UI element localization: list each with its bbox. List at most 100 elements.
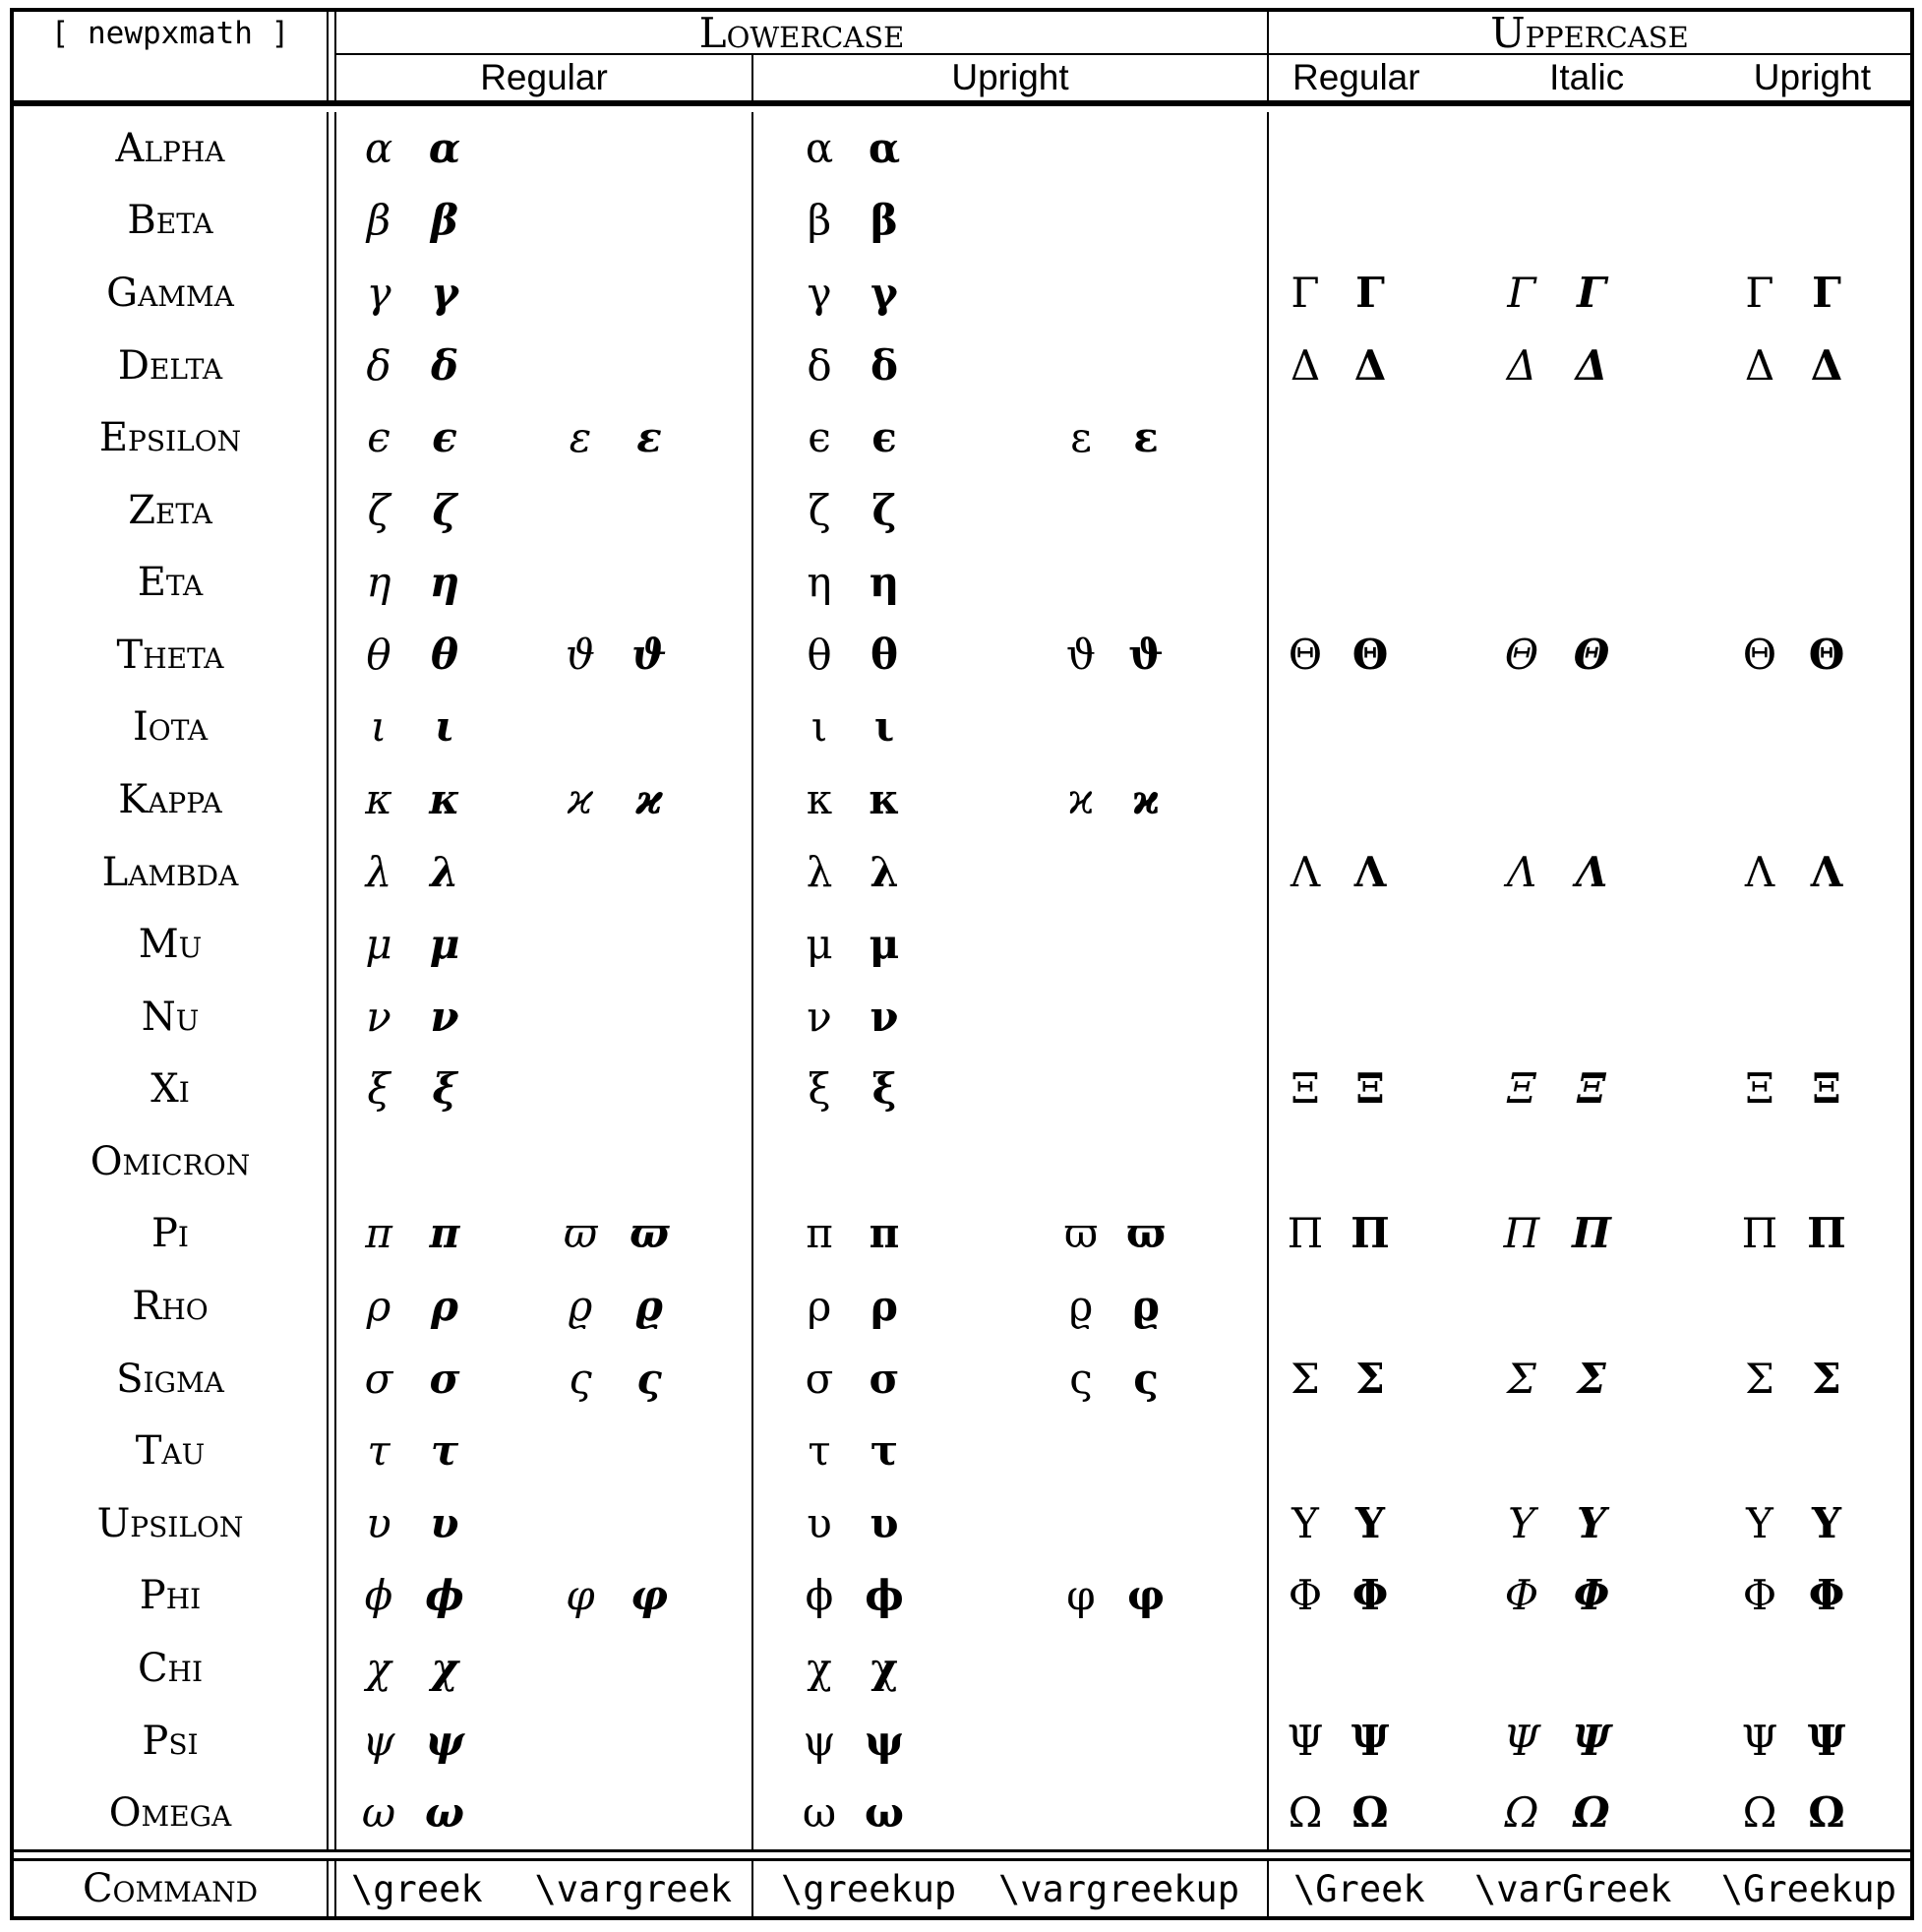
double-rule-vertical bbox=[327, 1270, 336, 1343]
uppercase-cell bbox=[1269, 908, 1910, 981]
glyph-lc-variant-italic: ϰ bbox=[567, 774, 594, 823]
glyph-uc-regular-bold: Ξ bbox=[1355, 1064, 1385, 1114]
letter-row: Tau τ τ τ τ bbox=[14, 1415, 1910, 1487]
glyph-uc-italic: Φ bbox=[1504, 1571, 1539, 1620]
double-rule-vertical bbox=[327, 401, 336, 474]
glyph-lc-italic: τ bbox=[367, 1426, 390, 1476]
lowercase-upright-cell bbox=[753, 1125, 1269, 1198]
glyph-lc-italic: ω bbox=[361, 1788, 396, 1838]
letter-row: Sigma σ σ ς ς σ σ ς ς Σ Σ Σ Σ Σ Σ bbox=[14, 1342, 1910, 1416]
glyph-uc-regular: Γ bbox=[1291, 268, 1320, 317]
glyph-lc-bold-italic: κ bbox=[429, 774, 460, 823]
glyph-lc-variant-upright-bold: ϑ bbox=[1128, 630, 1164, 679]
package-title-cell: [ newpxmath ] bbox=[14, 12, 327, 55]
command-cell-lowercase-regular: \greek \vargreek bbox=[336, 1861, 753, 1916]
glyph-lc-upright: ψ bbox=[803, 1716, 836, 1765]
glyph-lc-italic: υ bbox=[366, 1498, 391, 1547]
glyph-lc-upright: α bbox=[805, 123, 834, 172]
double-rule-vertical bbox=[327, 835, 336, 909]
glyph-lc-upright-bold: ϵ bbox=[871, 413, 897, 462]
letter-name: Chi bbox=[137, 1645, 204, 1691]
glyph-lc-upright: ν bbox=[807, 992, 832, 1041]
glyph-uc-italic: Λ bbox=[1506, 847, 1537, 896]
glyph-uc-bold-italic: Γ bbox=[1577, 268, 1606, 317]
glyph-lc-bold-italic: υ bbox=[430, 1498, 459, 1547]
glyph-lc-upright: κ bbox=[806, 774, 833, 823]
glyph-uc-italic: Γ bbox=[1507, 268, 1536, 317]
glyph-lc-bold-italic: ω bbox=[425, 1788, 464, 1838]
glyph-lc-bold-italic: μ bbox=[429, 920, 460, 969]
section-header-uppercase: Uppercase bbox=[1269, 9, 1910, 57]
uppercase-cell bbox=[1269, 1415, 1910, 1487]
glyph-lc-upright-bold: υ bbox=[870, 1498, 899, 1547]
letter-row: Delta δ δ δ δ Δ Δ Δ Δ Δ Δ bbox=[14, 329, 1910, 402]
glyph-uc-regular: Ξ bbox=[1291, 1064, 1320, 1114]
glyph-lc-variant-bold-italic: ε bbox=[636, 413, 662, 462]
glyph-lc-upright-bold: χ bbox=[871, 1643, 898, 1692]
glyph-lc-variant-bold-italic: ϰ bbox=[635, 774, 663, 823]
double-rule-horizontal bbox=[14, 1849, 1910, 1861]
glyph-uc-upright-bold: Θ bbox=[1808, 630, 1845, 679]
command-cap-greek: \Greek bbox=[1293, 1867, 1425, 1910]
glyph-lc-upright-bold: σ bbox=[869, 1354, 900, 1403]
glyph-lc-upright-bold: μ bbox=[869, 920, 900, 969]
uppercase-cell bbox=[1269, 1125, 1910, 1198]
command-greekup: \greekup bbox=[781, 1867, 957, 1910]
glyph-uc-bold-italic: Θ bbox=[1573, 630, 1610, 679]
glyph-uc-upright-bold: Υ bbox=[1812, 1498, 1841, 1547]
glyph-uc-regular-bold: Π bbox=[1351, 1209, 1390, 1258]
glyph-lc-upright: ζ bbox=[808, 485, 831, 534]
glyph-lc-upright-bold: ω bbox=[865, 1788, 904, 1838]
letter-name: Omicron bbox=[90, 1138, 251, 1184]
glyph-lc-bold-italic: χ bbox=[431, 1643, 458, 1692]
glyph-lc-bold-italic: π bbox=[429, 1209, 460, 1258]
glyph-uc-regular-bold: Δ bbox=[1353, 340, 1387, 390]
glyph-lc-italic: ζ bbox=[367, 485, 390, 534]
letter-rows: Alpha α α α α Beta β β β β Gamma γ γ γ γ Γ Γ Γ Γ Γ Γ Delta δ δ δ… bbox=[14, 106, 1910, 1849]
glyph-uc-bold-italic: Υ bbox=[1577, 1498, 1606, 1547]
glyph-lc-upright: ι bbox=[811, 702, 828, 752]
glyph-lc-variant-upright: ς bbox=[1069, 1354, 1093, 1403]
glyph-lc-upright-bold: θ bbox=[870, 630, 898, 679]
section-header-lowercase: Lowercase bbox=[336, 9, 1269, 57]
letter-name: Phi bbox=[139, 1573, 202, 1619]
uppercase-cell bbox=[1269, 401, 1910, 474]
letter-name: Epsilon bbox=[98, 415, 242, 461]
double-rule-vertical bbox=[327, 763, 336, 836]
glyph-lc-upright-bold: ν bbox=[870, 992, 899, 1041]
glyph-uc-regular: Σ bbox=[1291, 1354, 1320, 1403]
glyph-uc-upright-bold: Ω bbox=[1808, 1788, 1845, 1838]
header-empty-cell bbox=[14, 55, 327, 100]
letter-row: Gamma γ γ γ γ Γ Γ Γ Γ Γ Γ bbox=[14, 257, 1910, 330]
glyph-uc-upright: Ξ bbox=[1745, 1064, 1774, 1114]
glyph-lc-variant-upright: ϑ bbox=[1065, 630, 1097, 679]
glyph-lc-variant-bold-italic: ς bbox=[636, 1354, 662, 1403]
uppercase-cell bbox=[1269, 1270, 1910, 1343]
glyph-uc-regular: Θ bbox=[1288, 630, 1323, 679]
glyph-lc-upright-bold: ξ bbox=[871, 1064, 897, 1114]
letter-name: Iota bbox=[132, 704, 209, 751]
subheader-lowercase-regular: Regular bbox=[336, 55, 753, 100]
double-rule-vertical bbox=[327, 1486, 336, 1560]
glyph-uc-regular-bold: Γ bbox=[1355, 268, 1385, 317]
glyph-lc-italic: ψ bbox=[362, 1716, 395, 1765]
glyph-uc-regular: Λ bbox=[1290, 847, 1321, 896]
letter-row: Lambda λ λ λ λ Λ Λ Λ Λ Λ Λ bbox=[14, 835, 1910, 909]
double-rule-vertical bbox=[327, 12, 336, 55]
double-rule-vertical bbox=[327, 1125, 336, 1198]
subheader-uppercase-upright: Upright bbox=[1753, 57, 1871, 97]
letter-name: Upsilon bbox=[96, 1500, 244, 1546]
letter-row: Nu ν ν ν ν bbox=[14, 980, 1910, 1054]
glyph-lc-upright-bold: π bbox=[869, 1209, 900, 1258]
letter-name: Xi bbox=[150, 1066, 190, 1113]
